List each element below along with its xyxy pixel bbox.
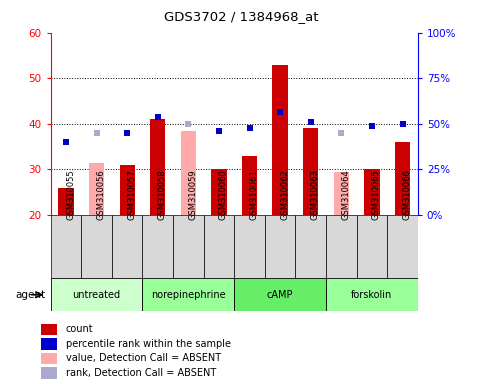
Text: GSM310056: GSM310056 bbox=[97, 169, 106, 220]
Bar bbox=[41, 367, 57, 379]
Text: GSM310065: GSM310065 bbox=[372, 169, 381, 220]
Bar bbox=[242, 156, 257, 215]
Bar bbox=[142, 215, 173, 278]
Bar bbox=[81, 215, 112, 278]
Bar bbox=[265, 215, 296, 278]
Text: percentile rank within the sample: percentile rank within the sample bbox=[66, 339, 231, 349]
Bar bbox=[212, 169, 227, 215]
Text: GSM310063: GSM310063 bbox=[311, 169, 320, 220]
Bar bbox=[112, 215, 142, 278]
Text: GSM310058: GSM310058 bbox=[158, 169, 167, 220]
Bar bbox=[41, 338, 57, 350]
Bar bbox=[326, 278, 418, 311]
Bar bbox=[89, 162, 104, 215]
Bar bbox=[41, 323, 57, 335]
Text: count: count bbox=[66, 324, 93, 334]
Text: rank, Detection Call = ABSENT: rank, Detection Call = ABSENT bbox=[66, 368, 216, 378]
Bar bbox=[326, 215, 356, 278]
Bar bbox=[356, 215, 387, 278]
Bar bbox=[364, 169, 380, 215]
Bar bbox=[58, 188, 74, 215]
Text: GSM310060: GSM310060 bbox=[219, 169, 228, 220]
Bar bbox=[395, 142, 410, 215]
Text: forskolin: forskolin bbox=[351, 290, 393, 300]
Text: GSM310066: GSM310066 bbox=[402, 169, 412, 220]
Text: GSM310062: GSM310062 bbox=[280, 169, 289, 220]
Text: GSM310061: GSM310061 bbox=[250, 169, 258, 220]
Bar bbox=[120, 165, 135, 215]
Bar bbox=[303, 128, 318, 215]
Text: untreated: untreated bbox=[72, 290, 121, 300]
Text: GSM310055: GSM310055 bbox=[66, 169, 75, 220]
Bar bbox=[296, 215, 326, 278]
Bar bbox=[41, 353, 57, 364]
Text: GSM310064: GSM310064 bbox=[341, 169, 350, 220]
Bar bbox=[234, 215, 265, 278]
Bar bbox=[150, 119, 166, 215]
Bar bbox=[204, 215, 234, 278]
Text: norepinephrine: norepinephrine bbox=[151, 290, 226, 300]
Text: GDS3702 / 1384968_at: GDS3702 / 1384968_at bbox=[164, 10, 319, 23]
Bar bbox=[272, 65, 288, 215]
Bar bbox=[51, 215, 81, 278]
Text: GSM310057: GSM310057 bbox=[127, 169, 136, 220]
Bar bbox=[387, 215, 418, 278]
Bar bbox=[334, 172, 349, 215]
Text: agent: agent bbox=[16, 290, 46, 300]
Bar bbox=[181, 131, 196, 215]
Bar bbox=[51, 278, 142, 311]
Text: cAMP: cAMP bbox=[267, 290, 293, 300]
Text: GSM310059: GSM310059 bbox=[188, 169, 198, 220]
Bar bbox=[234, 278, 326, 311]
Text: value, Detection Call = ABSENT: value, Detection Call = ABSENT bbox=[66, 353, 221, 363]
Bar bbox=[173, 215, 204, 278]
Bar bbox=[142, 278, 234, 311]
